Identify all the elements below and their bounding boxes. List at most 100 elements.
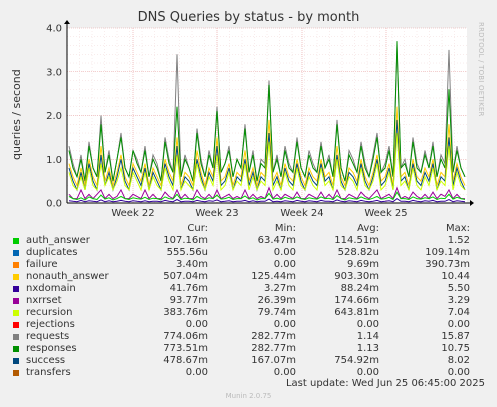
legend-swatch bbox=[13, 334, 19, 340]
y-axis-label: queries / second bbox=[10, 69, 23, 161]
x-tick-label: Week 24 bbox=[280, 208, 323, 219]
legend-max: 10.44 bbox=[441, 271, 470, 282]
legend-avg: 754.92m bbox=[334, 355, 379, 366]
legend-avg: 528.82u bbox=[337, 247, 379, 258]
legend-min: 26.39m bbox=[257, 295, 296, 306]
legend-swatch bbox=[13, 238, 19, 244]
legend-name: nxdomain bbox=[26, 283, 76, 294]
legend-max: 1.52 bbox=[447, 235, 470, 246]
x-tick-label: Week 23 bbox=[195, 208, 238, 219]
axes bbox=[64, 20, 474, 206]
legend-swatch bbox=[13, 298, 19, 304]
legend-cur: 555.56u bbox=[166, 247, 208, 258]
legend-cur: 478.67m bbox=[163, 355, 208, 366]
legend-row-responses: responses 773.51m 282.77m 1.13 10.75 bbox=[13, 343, 493, 355]
y-tick-label: 4.0 bbox=[46, 24, 62, 35]
legend-name: success bbox=[26, 355, 66, 366]
legend-header-min: Min: bbox=[274, 223, 296, 234]
legend-cur: 383.76m bbox=[163, 307, 208, 318]
y-tick-label: 2.0 bbox=[46, 111, 62, 122]
legend-row-nonauth_answer: nonauth_answer 507.04m 125.44m 903.30m 10.44 bbox=[13, 271, 493, 283]
legend-min: 0.00 bbox=[273, 259, 296, 270]
legend-cur: 774.06m bbox=[163, 331, 208, 342]
legend-min: 282.77m bbox=[251, 331, 296, 342]
legend-max: 15.87 bbox=[441, 331, 470, 342]
legend-name: transfers bbox=[26, 367, 71, 378]
legend-row-recursion: recursion 383.76m 79.74m 643.81m 7.04 bbox=[13, 307, 493, 319]
legend-max: 7.04 bbox=[447, 307, 470, 318]
legend-row-nxdomain: nxdomain 41.76m 3.27m 88.24m 5.50 bbox=[13, 283, 493, 295]
tick-labels: 0.0 1.0 2.0 3.0 4.0 Week 22 Week 23 Week 24 Week… bbox=[46, 24, 408, 220]
series-recursion bbox=[68, 132, 466, 192]
legend-cur: 0.00 bbox=[185, 319, 208, 330]
series-layer bbox=[68, 41, 466, 203]
legend-min: 63.47m bbox=[257, 235, 296, 246]
legend-row-duplicates: duplicates 555.56u 0.00 528.82u 109.14m bbox=[13, 247, 493, 259]
y-tick-label: 3.0 bbox=[46, 67, 62, 78]
series-auth_answer bbox=[68, 191, 466, 201]
legend-swatch bbox=[13, 310, 19, 316]
legend-row-success: success 478.67m 167.07m 754.92m 8.02 bbox=[13, 355, 493, 367]
munin-version: Munin 2.0.75 bbox=[225, 392, 272, 400]
legend-header-cur: Cur: bbox=[187, 223, 208, 234]
legend-swatch bbox=[13, 322, 19, 328]
legend-avg: 88.24m bbox=[340, 283, 379, 294]
legend-row-transfers: transfers 0.00 0.00 0.00 0.00 bbox=[13, 367, 493, 379]
legend-avg: 9.69m bbox=[346, 259, 379, 270]
x-tick-label: Week 25 bbox=[364, 208, 407, 219]
legend-swatch bbox=[13, 274, 19, 280]
legend-header-avg: Avg: bbox=[357, 223, 379, 234]
last-update: Last update: Wed Jun 25 06:45:00 2025 bbox=[285, 378, 485, 389]
legend-avg: 114.51m bbox=[334, 235, 379, 246]
legend-name: recursion bbox=[26, 307, 73, 318]
chart-title: DNS Queries by status - by month bbox=[137, 10, 360, 25]
legend-row-rejections: rejections 0.00 0.00 0.00 0.00 bbox=[13, 319, 493, 331]
legend-name: rejections bbox=[26, 319, 75, 330]
legend-min: 0.00 bbox=[273, 247, 296, 258]
legend-swatch bbox=[13, 262, 19, 268]
legend-header-max: Max: bbox=[445, 223, 470, 234]
legend-min: 167.07m bbox=[251, 355, 296, 366]
legend-avg: 903.30m bbox=[334, 271, 379, 282]
legend-max: 109.14m bbox=[425, 247, 470, 258]
legend-name: failure bbox=[26, 259, 58, 270]
rrdtool-credit: RRDTOOL / TOBI OETIKER bbox=[477, 22, 485, 117]
series-nxrrset bbox=[68, 186, 465, 200]
legend-min: 3.27m bbox=[263, 283, 296, 294]
legend-max: 390.73m bbox=[425, 259, 470, 270]
legend-name: requests bbox=[26, 331, 70, 342]
legend-avg: 1.14 bbox=[356, 331, 379, 342]
series-nonauth_answer bbox=[68, 106, 466, 188]
y-tick-label: 0.0 bbox=[46, 199, 62, 210]
legend-swatch bbox=[13, 370, 19, 376]
legend-avg: 174.66m bbox=[334, 295, 379, 306]
legend-swatch bbox=[13, 358, 19, 364]
y-tick-label: 1.0 bbox=[46, 155, 62, 166]
legend-name: nonauth_answer bbox=[26, 271, 109, 282]
legend-row-failure: failure 3.40m 0.00 9.69m 390.73m bbox=[13, 259, 493, 271]
legend-min: 282.77m bbox=[251, 343, 296, 354]
legend-name: nxrrset bbox=[26, 295, 62, 306]
legend-avg: 643.81m bbox=[334, 307, 379, 318]
legend-cur: 3.40m bbox=[175, 259, 208, 270]
y-axis-arrow bbox=[64, 20, 70, 24]
legend-swatch bbox=[13, 250, 19, 256]
legend-avg: 1.13 bbox=[356, 343, 379, 354]
legend-min: 79.74m bbox=[257, 307, 296, 318]
legend-max: 10.75 bbox=[441, 343, 470, 354]
series-nxdomain bbox=[68, 197, 466, 203]
legend-row-requests: requests 774.06m 282.77m 1.14 15.87 bbox=[13, 331, 493, 343]
legend-max: 8.02 bbox=[447, 355, 470, 366]
legend-max: 3.29 bbox=[447, 295, 470, 306]
legend-cur: 0.00 bbox=[185, 367, 208, 378]
legend-cur: 773.51m bbox=[163, 343, 208, 354]
legend-cur: 507.04m bbox=[163, 271, 208, 282]
legend-name: duplicates bbox=[26, 247, 78, 258]
legend-avg: 0.00 bbox=[356, 319, 379, 330]
legend-min: 125.44m bbox=[251, 271, 296, 282]
legend-max: 5.50 bbox=[447, 283, 470, 294]
legend-swatch bbox=[13, 346, 19, 352]
legend-min: 0.00 bbox=[273, 367, 296, 378]
legend-name: auth_answer bbox=[26, 235, 90, 246]
